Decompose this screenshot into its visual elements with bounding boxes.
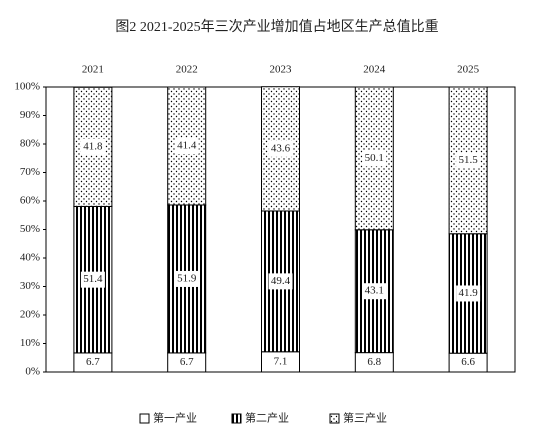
value-label: 41.4 bbox=[177, 140, 197, 152]
y-tick-label: 70% bbox=[20, 166, 40, 178]
x-tick-label: 2025 bbox=[457, 64, 480, 76]
value-label-bg bbox=[174, 137, 199, 154]
y-tick-label: 0% bbox=[25, 366, 40, 378]
value-label-bg bbox=[268, 140, 293, 157]
value-label-bg bbox=[80, 354, 105, 371]
y-tick-label: 90% bbox=[20, 109, 40, 121]
x-tick-label: 2024 bbox=[363, 64, 386, 76]
value-label-bg bbox=[456, 354, 481, 371]
y-tick-label: 20% bbox=[20, 309, 40, 321]
value-label: 6.6 bbox=[461, 356, 475, 368]
value-label: 51.9 bbox=[177, 272, 197, 284]
value-label: 41.9 bbox=[458, 287, 478, 299]
value-label-bg bbox=[80, 138, 105, 155]
value-label-bg bbox=[362, 354, 387, 371]
legend-swatch bbox=[329, 413, 340, 424]
value-label-bg bbox=[174, 270, 199, 287]
x-tick-label: 2021 bbox=[82, 64, 104, 76]
y-tick-label: 80% bbox=[20, 138, 40, 150]
y-tick-label: 10% bbox=[20, 337, 40, 349]
value-label-bg bbox=[174, 354, 199, 371]
y-tick-label: 100% bbox=[14, 81, 40, 93]
value-label: 49.4 bbox=[271, 275, 291, 287]
value-label: 50.1 bbox=[365, 152, 384, 164]
chart-title: 图2 2021-2025年三次产业增加值占地区生产总值比重 bbox=[115, 19, 438, 35]
legend-label: 第二产业 bbox=[245, 411, 289, 425]
value-label: 51.4 bbox=[83, 273, 103, 285]
value-label-bg bbox=[268, 273, 293, 290]
y-tick-label: 60% bbox=[20, 195, 40, 207]
value-label-bg bbox=[80, 271, 105, 288]
value-label: 41.8 bbox=[83, 140, 103, 152]
x-tick-label: 2022 bbox=[176, 64, 198, 76]
value-label: 6.7 bbox=[180, 356, 194, 368]
value-label-bg bbox=[362, 150, 387, 167]
value-label: 43.6 bbox=[271, 142, 291, 154]
value-label: 7.1 bbox=[274, 355, 288, 367]
legend-label: 第三产业 bbox=[343, 411, 387, 425]
y-tick-label: 30% bbox=[20, 280, 40, 292]
y-tick-label: 40% bbox=[20, 252, 40, 264]
x-tick-label: 2023 bbox=[270, 64, 293, 76]
y-tick-label: 50% bbox=[20, 223, 40, 235]
legend-label: 第一产业 bbox=[153, 411, 197, 425]
value-label-bg bbox=[456, 285, 481, 302]
legend-swatch bbox=[139, 413, 150, 424]
value-label-bg bbox=[362, 283, 387, 300]
value-label: 43.1 bbox=[365, 285, 384, 297]
value-label: 51.5 bbox=[458, 154, 478, 166]
value-label-bg bbox=[456, 152, 481, 169]
legend-swatch bbox=[231, 413, 242, 424]
value-label: 6.8 bbox=[367, 356, 381, 368]
value-label: 6.7 bbox=[86, 356, 100, 368]
value-label-bg bbox=[268, 353, 293, 370]
bar-segment bbox=[261, 86, 300, 212]
